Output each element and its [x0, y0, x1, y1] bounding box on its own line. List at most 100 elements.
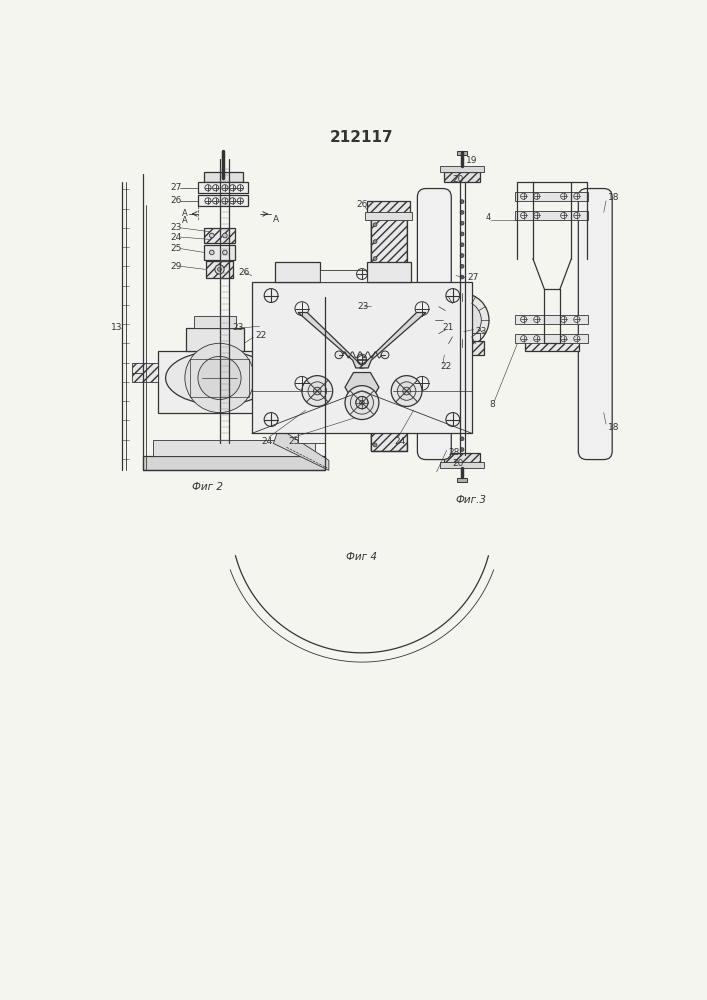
Circle shape — [460, 405, 464, 408]
Circle shape — [415, 376, 429, 390]
Circle shape — [460, 351, 464, 354]
Bar — [371, 212, 407, 451]
Text: Фиг.3: Фиг.3 — [456, 495, 487, 505]
Bar — [252, 282, 472, 433]
Ellipse shape — [165, 351, 274, 405]
Circle shape — [356, 396, 368, 409]
Text: 26: 26 — [238, 268, 250, 277]
Bar — [298, 297, 325, 443]
Circle shape — [198, 356, 241, 400]
Bar — [198, 195, 248, 206]
Circle shape — [373, 223, 377, 227]
Circle shape — [373, 307, 377, 311]
Circle shape — [460, 448, 464, 451]
Bar — [444, 172, 480, 182]
Circle shape — [373, 274, 377, 277]
Bar — [366, 262, 411, 282]
Circle shape — [415, 302, 429, 316]
Text: 8: 8 — [489, 400, 495, 409]
Text: 24: 24 — [261, 437, 272, 446]
Circle shape — [373, 443, 377, 447]
Bar — [320, 270, 366, 282]
Bar — [440, 462, 484, 468]
Bar — [515, 211, 588, 220]
Text: A: A — [182, 209, 187, 218]
Text: 26: 26 — [356, 200, 368, 209]
Circle shape — [373, 291, 377, 294]
Polygon shape — [345, 373, 379, 402]
Circle shape — [460, 264, 464, 268]
Circle shape — [435, 293, 489, 347]
Text: 20: 20 — [452, 175, 463, 184]
Circle shape — [295, 376, 309, 390]
Bar — [371, 212, 407, 451]
Circle shape — [460, 243, 464, 247]
Circle shape — [223, 233, 227, 238]
Circle shape — [373, 324, 377, 328]
Circle shape — [460, 426, 464, 430]
Text: 24: 24 — [395, 437, 406, 446]
Circle shape — [373, 257, 377, 261]
Bar — [515, 192, 588, 201]
Text: 18: 18 — [607, 192, 619, 202]
Text: 19: 19 — [466, 156, 477, 165]
Text: 23: 23 — [475, 327, 486, 336]
Circle shape — [373, 409, 377, 413]
Circle shape — [381, 351, 389, 359]
FancyBboxPatch shape — [417, 189, 451, 460]
Circle shape — [391, 376, 422, 406]
Text: 18: 18 — [607, 424, 619, 432]
Circle shape — [215, 265, 224, 274]
Circle shape — [460, 232, 464, 236]
Text: 25: 25 — [288, 437, 299, 446]
Circle shape — [397, 382, 416, 400]
Circle shape — [460, 307, 464, 311]
Text: 27: 27 — [170, 183, 182, 192]
Bar — [515, 334, 588, 343]
Circle shape — [373, 341, 377, 345]
Circle shape — [209, 250, 214, 255]
Bar — [440, 166, 484, 172]
Circle shape — [302, 376, 333, 406]
FancyBboxPatch shape — [578, 189, 612, 460]
Bar — [204, 245, 235, 260]
Text: 28: 28 — [448, 448, 460, 457]
Bar — [457, 478, 467, 482]
Circle shape — [460, 254, 464, 257]
Circle shape — [460, 297, 464, 301]
Bar — [190, 359, 249, 397]
Bar — [525, 337, 579, 351]
Text: 22: 22 — [440, 362, 452, 371]
Bar — [440, 341, 484, 355]
Bar — [206, 261, 233, 278]
Circle shape — [460, 361, 464, 365]
Bar — [457, 151, 467, 155]
Circle shape — [373, 426, 377, 430]
Polygon shape — [298, 312, 364, 368]
Text: 29: 29 — [170, 262, 182, 271]
Circle shape — [373, 358, 377, 362]
Circle shape — [460, 200, 464, 204]
Circle shape — [403, 387, 411, 395]
Bar — [158, 351, 300, 413]
Polygon shape — [274, 428, 329, 470]
Circle shape — [443, 301, 481, 339]
Bar — [153, 440, 315, 456]
Text: 25: 25 — [170, 244, 182, 253]
Circle shape — [360, 400, 364, 405]
Circle shape — [459, 317, 465, 323]
Text: Фиг 2: Фиг 2 — [192, 482, 223, 492]
Circle shape — [460, 275, 464, 279]
Circle shape — [460, 210, 464, 214]
Circle shape — [455, 312, 469, 328]
Text: A: A — [274, 215, 279, 224]
Circle shape — [218, 267, 221, 271]
Circle shape — [351, 391, 373, 414]
Bar — [368, 201, 409, 216]
Bar — [275, 262, 320, 282]
Text: 4: 4 — [485, 213, 491, 222]
Text: 23: 23 — [357, 302, 369, 311]
Bar — [187, 328, 244, 351]
Text: 26: 26 — [170, 196, 182, 205]
Bar — [515, 315, 588, 324]
